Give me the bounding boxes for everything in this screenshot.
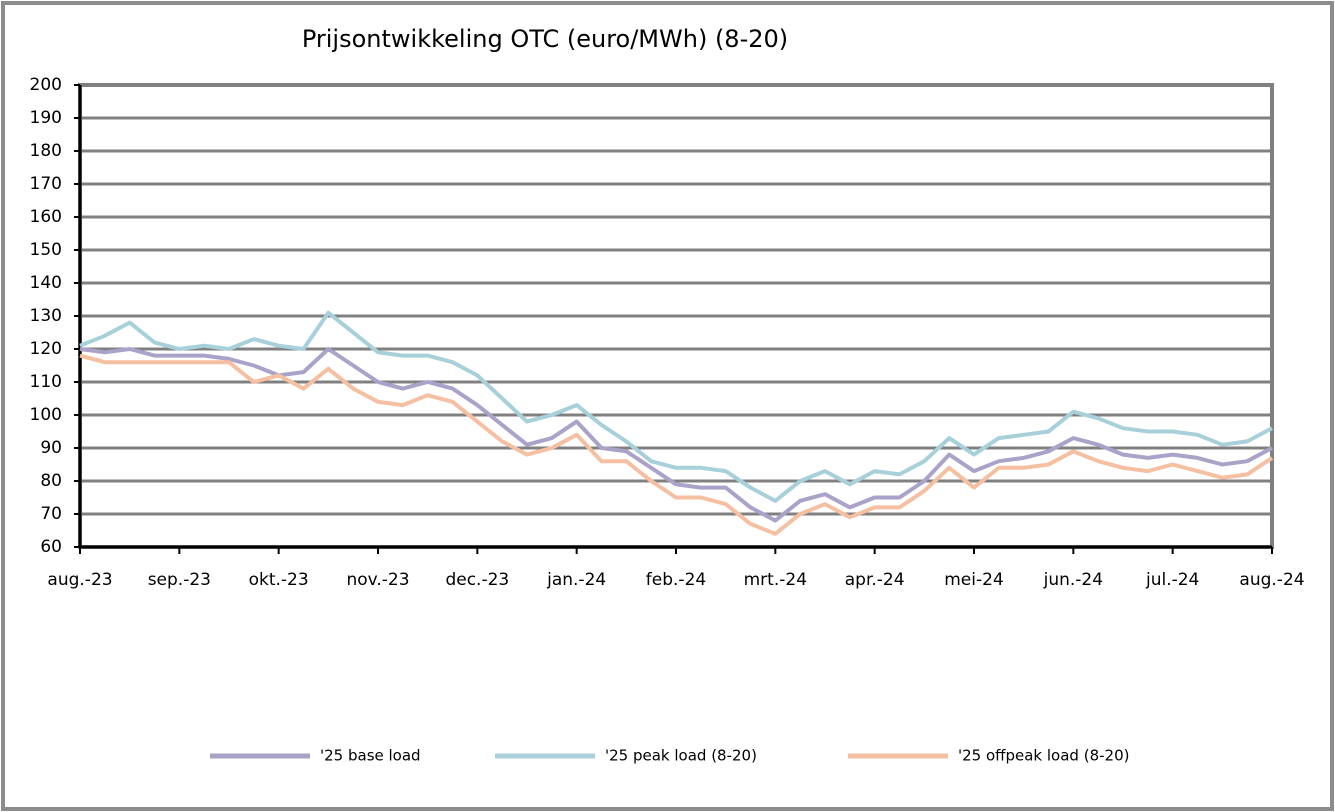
y-tick-label: 90 — [40, 438, 62, 458]
y-tick-label: 160 — [30, 207, 62, 227]
legend-label: '25 peak load (8-20) — [605, 747, 757, 765]
y-tick-label: 110 — [30, 372, 62, 392]
x-tick-label: dec.-23 — [445, 570, 509, 590]
x-tick-label: mrt.-24 — [744, 570, 807, 590]
y-tick-label: 140 — [30, 273, 62, 293]
chart-title: Prijsontwikkeling OTC (euro/MWh) (8-20) — [302, 25, 788, 53]
x-tick-label: mei-24 — [944, 570, 1004, 590]
legend-label: '25 offpeak load (8-20) — [958, 747, 1129, 765]
y-tick-label: 120 — [30, 339, 62, 359]
series-line — [79, 310, 1273, 503]
legend-label: '25 base load — [320, 747, 421, 765]
y-tick-label: 170 — [30, 174, 62, 194]
x-tick-label: feb.-24 — [646, 570, 706, 590]
x-tick-label: apr.-24 — [845, 570, 905, 590]
x-tick-label: aug.-23 — [47, 570, 112, 590]
x-tick-label: okt.-23 — [249, 570, 309, 590]
x-tick-label: jul.-24 — [1145, 570, 1199, 590]
x-tick-label: jun.-24 — [1043, 570, 1103, 590]
y-tick-label: 200 — [30, 75, 62, 95]
x-tick-label: sep.-23 — [148, 570, 211, 590]
x-tick-label: nov.-23 — [346, 570, 409, 590]
x-tick-label: jan.-24 — [546, 570, 606, 590]
y-tick-label: 80 — [40, 471, 62, 491]
y-tick-label: 70 — [40, 504, 62, 524]
series-line — [79, 353, 1274, 536]
y-tick-label: 150 — [30, 240, 62, 260]
y-tick-label: 60 — [40, 537, 62, 557]
x-tick-label: aug.-24 — [1239, 570, 1304, 590]
y-tick-label: 100 — [30, 405, 62, 425]
y-tick-label: 180 — [30, 141, 62, 161]
y-tick-label: 190 — [30, 108, 62, 128]
y-tick-label: 130 — [30, 306, 62, 326]
